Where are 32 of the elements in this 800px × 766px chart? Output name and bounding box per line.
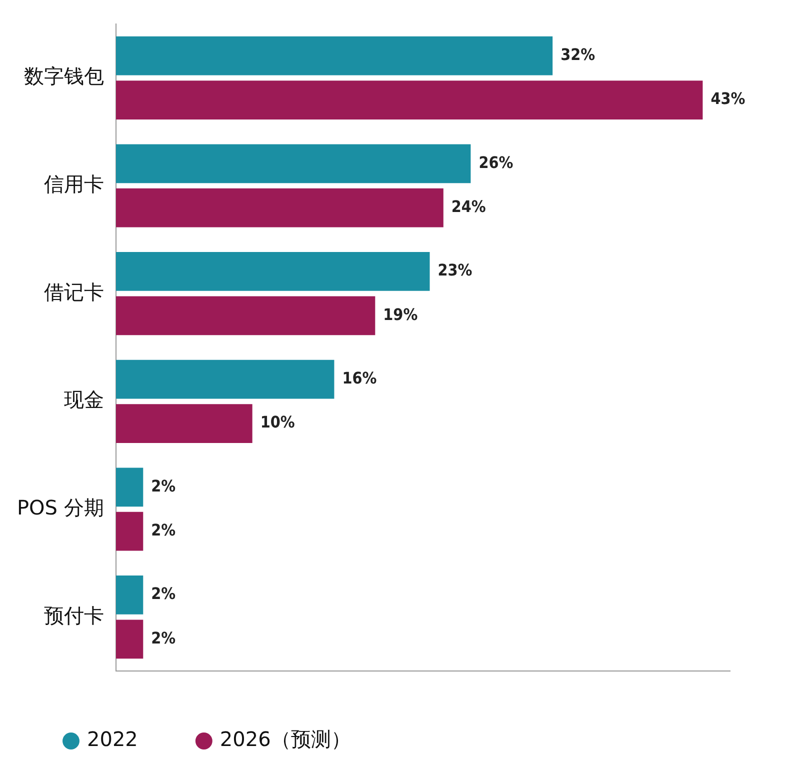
data-label: 2% xyxy=(151,584,176,604)
bar xyxy=(116,80,703,120)
y-tick-label: 现金 xyxy=(64,388,104,412)
bar xyxy=(116,512,144,551)
bar xyxy=(116,404,252,443)
data-label: 24% xyxy=(451,197,486,216)
bar xyxy=(116,188,444,228)
bar xyxy=(116,620,144,659)
bar xyxy=(116,296,376,336)
data-label: 26% xyxy=(478,152,514,172)
legend-label: 2026（预测） xyxy=(220,727,351,752)
data-label: 19% xyxy=(383,304,418,324)
data-label: 2% xyxy=(151,476,176,496)
y-tick-label: 借记卡 xyxy=(44,280,104,304)
data-label: 16% xyxy=(342,368,377,388)
bar xyxy=(116,144,471,184)
legend-label: 2022 xyxy=(87,727,138,752)
y-tick-label: 信用卡 xyxy=(44,172,104,196)
data-label: 2% xyxy=(151,628,176,648)
data-label: 23% xyxy=(438,260,472,280)
y-tick-label: 数字钱包 xyxy=(24,64,104,88)
bar xyxy=(116,468,144,507)
y-tick-label: POS 分期 xyxy=(16,495,104,520)
bar xyxy=(116,252,430,291)
data-label: 32% xyxy=(560,44,596,64)
y-tick-label: 预付卡 xyxy=(44,603,104,628)
bar xyxy=(116,360,334,399)
data-label: 10% xyxy=(260,412,295,432)
data-label: 2% xyxy=(151,520,176,540)
bar xyxy=(116,576,144,614)
bar xyxy=(116,36,553,76)
data-label: 43% xyxy=(710,89,746,108)
